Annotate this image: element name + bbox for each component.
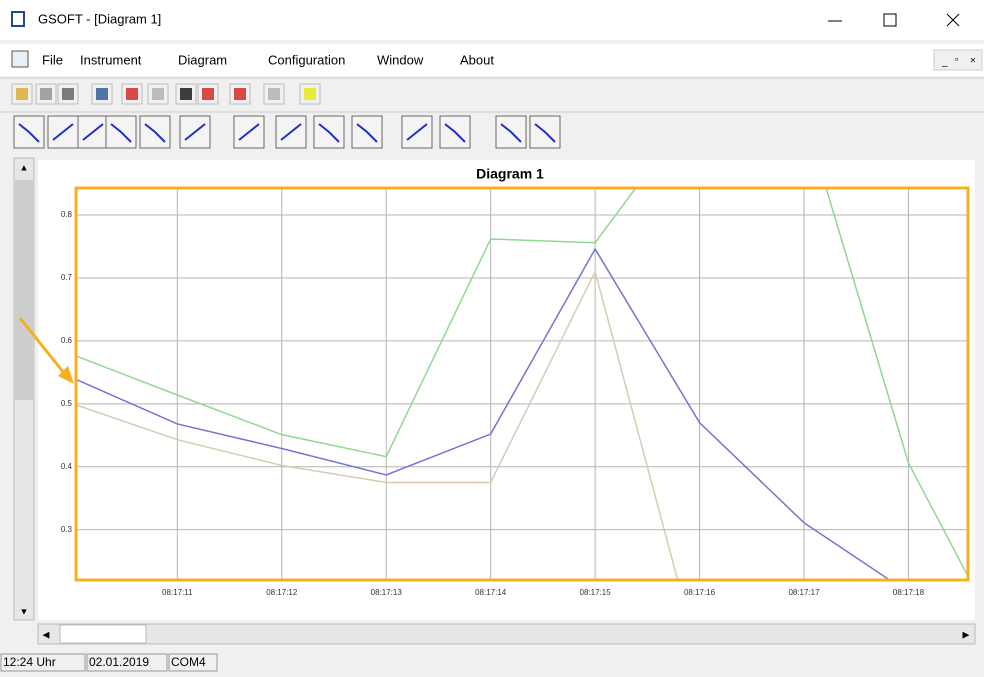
chart-area [38, 160, 975, 620]
y-tick-label: 0.3 [61, 525, 73, 534]
tool-icon [110, 123, 132, 143]
h-thumb[interactable] [59, 624, 147, 644]
x-tick-label: 08:17:16 [684, 588, 716, 597]
x-tick-label: 08:17:18 [893, 588, 925, 597]
status-text: 02.01.2019 [89, 655, 149, 669]
y-tick-label: 0.4 [61, 462, 73, 471]
tool-icon [202, 88, 214, 100]
status-bar [0, 650, 984, 672]
doc-icon [11, 50, 29, 68]
status-text: 12:24 Uhr [3, 655, 56, 669]
window-title: GSOFT - [Diagram 1] [38, 11, 161, 26]
v-up[interactable]: ▲ [20, 162, 29, 172]
h-scrollbar[interactable] [37, 623, 976, 645]
tool-icon [96, 88, 108, 100]
mdi-min[interactable]: _ [941, 57, 948, 68]
x-tick-label: 08:17:17 [788, 588, 820, 597]
x-tick-label: 08:17:12 [266, 588, 298, 597]
h-right[interactable]: ▶ [963, 629, 970, 639]
mdi-restore[interactable]: ▫ [955, 55, 959, 66]
toolbars [0, 77, 984, 149]
mdi-close[interactable]: × [970, 56, 976, 67]
tool-icon [238, 123, 260, 141]
y-tick-label: 0.7 [61, 273, 73, 282]
y-tick-label: 0.5 [61, 399, 73, 408]
tool-icon [52, 123, 74, 141]
status-text: COM4 [171, 655, 206, 669]
tool-button[interactable] [313, 115, 345, 149]
menu-item[interactable]: Configuration [268, 52, 345, 67]
series-line [76, 247, 891, 580]
tool-button[interactable] [529, 115, 561, 149]
tool-icon [82, 123, 104, 141]
h-left[interactable]: ◀ [43, 629, 50, 639]
maximize[interactable] [883, 13, 897, 27]
tool-icon [144, 123, 166, 143]
tool-icon [500, 123, 522, 143]
mdi-box [933, 49, 983, 71]
tool-icon [534, 123, 556, 143]
menu-item[interactable]: File [42, 52, 63, 67]
series-line [76, 188, 968, 578]
tool-icon [180, 88, 192, 100]
tool-icon [406, 123, 428, 141]
v-down[interactable]: ▼ [20, 606, 29, 616]
close[interactable] [946, 13, 960, 27]
tool-icon [152, 88, 164, 100]
tool-icon [356, 123, 378, 143]
status-fields: 12:24 Uhr 02.01.2019 COM4 [0, 653, 218, 672]
x-tick-label: 08:17:15 [580, 588, 612, 597]
tool-icon [318, 123, 340, 143]
status-field [86, 653, 168, 672]
x-tick-label: 08:17:14 [475, 588, 507, 597]
menu-item[interactable]: Instrument [80, 52, 142, 67]
menu-item[interactable]: Window [377, 52, 424, 67]
tool-button[interactable] [275, 115, 307, 149]
status-field [168, 653, 218, 672]
x-tick-label: 08:17:11 [162, 588, 193, 597]
menu-item[interactable]: Diagram [178, 52, 227, 67]
tool-icon [126, 88, 138, 100]
highlight-box [74, 186, 970, 582]
menu-bar [0, 44, 984, 76]
title-bar [0, 0, 984, 40]
tool-icon [280, 123, 302, 141]
series-line [76, 269, 679, 580]
tool-icon [40, 88, 52, 100]
y-tick-label: 0.6 [61, 336, 73, 345]
tool-icon [268, 88, 280, 100]
tool-icon [304, 88, 316, 100]
menu-item[interactable]: About [460, 52, 494, 67]
tool-icon [16, 88, 28, 100]
tool-button[interactable] [439, 115, 471, 149]
chart-title: Diagram 1 [476, 166, 544, 182]
x-tick-label: 08:17:13 [371, 588, 403, 597]
status-field [0, 653, 86, 672]
tool-icon [234, 88, 246, 100]
app-icon [11, 11, 25, 27]
y-tick-label: 0.8 [61, 210, 73, 219]
arrow-head [58, 366, 74, 384]
tool-icon [18, 123, 40, 143]
mdi-controls: _ ▫ × [933, 49, 983, 71]
tool-icon [62, 88, 74, 100]
v-thumb[interactable] [15, 180, 33, 400]
plot: 0.3 0.4 0.5 0.6 0.7 0.8 08:17:11 08:17:12 08:17:… [61, 188, 968, 597]
tool-icon [184, 123, 206, 141]
tool-icon [444, 123, 466, 143]
